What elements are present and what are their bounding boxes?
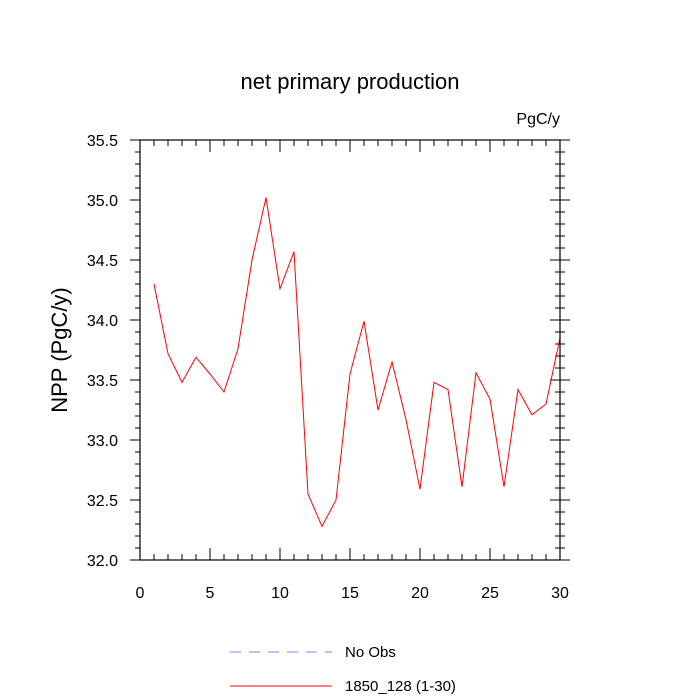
- y-tick-label: 35.5: [87, 133, 118, 150]
- plot-frame: [139, 139, 561, 561]
- y-axis-label: NPP (PgC/y): [47, 287, 72, 413]
- axis-tick-labels: 0 5 10 15 20 25 30 32.0 32.5 33.0 33.5 34.0 34.5 35.0…: [87, 133, 569, 602]
- series-line: [153, 197, 561, 528]
- x-tick-label: 10: [271, 585, 289, 602]
- series-layer: [153, 197, 561, 528]
- y-tick-label: 33.5: [87, 373, 118, 390]
- axis-ticks: [130, 139, 570, 561]
- y-tick-label: 32.5: [87, 493, 118, 510]
- legend-label: 1850_128 (1-30): [345, 678, 456, 695]
- units-label: PgC/y: [516, 111, 560, 128]
- x-tick-label: 0: [136, 585, 145, 602]
- chart-title: net primary production: [241, 69, 460, 94]
- x-tick-label: 5: [206, 585, 215, 602]
- legend: No Obs 1850_128 (1-30): [230, 644, 456, 695]
- x-tick-label: 30: [551, 585, 569, 602]
- y-tick-label: 33.0: [87, 433, 118, 450]
- x-tick-label: 20: [411, 585, 429, 602]
- x-tick-label: 15: [341, 585, 359, 602]
- x-tick-label: 25: [481, 585, 499, 602]
- y-tick-label: 35.0: [87, 193, 118, 210]
- y-tick-label: 34.5: [87, 253, 118, 270]
- legend-label: No Obs: [345, 644, 396, 661]
- y-tick-label: 32.0: [87, 553, 118, 570]
- y-tick-label: 34.0: [87, 313, 118, 330]
